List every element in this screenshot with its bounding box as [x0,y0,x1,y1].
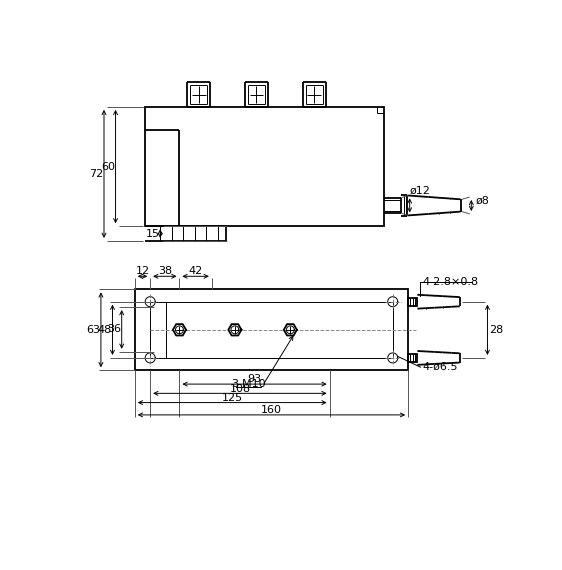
Text: 38: 38 [158,266,172,276]
Text: 28: 28 [490,325,504,335]
Text: 42: 42 [188,266,203,276]
Text: 72: 72 [89,169,103,179]
Bar [150,302,393,358]
Text: 125: 125 [221,393,243,403]
Text: 4-2.8×0.8: 4-2.8×0.8 [422,278,478,287]
Text: ø12: ø12 [410,186,431,196]
Bar [135,290,408,370]
Text: 93: 93 [247,374,261,385]
Text: 36: 36 [107,324,121,335]
Text: 160: 160 [261,405,282,416]
Text: 48: 48 [98,325,112,335]
Text: 60: 60 [101,161,115,172]
Text: 3-M10: 3-M10 [232,379,266,389]
Text: 4-ø6.5: 4-ø6.5 [422,362,457,372]
Text: 15: 15 [146,229,160,239]
Text: 108: 108 [229,384,251,394]
Text: 12: 12 [135,266,149,276]
Text: ø8: ø8 [475,196,489,206]
Bar [145,107,383,226]
Bar [408,298,418,306]
Bar [408,354,418,362]
Text: 63: 63 [86,325,100,335]
